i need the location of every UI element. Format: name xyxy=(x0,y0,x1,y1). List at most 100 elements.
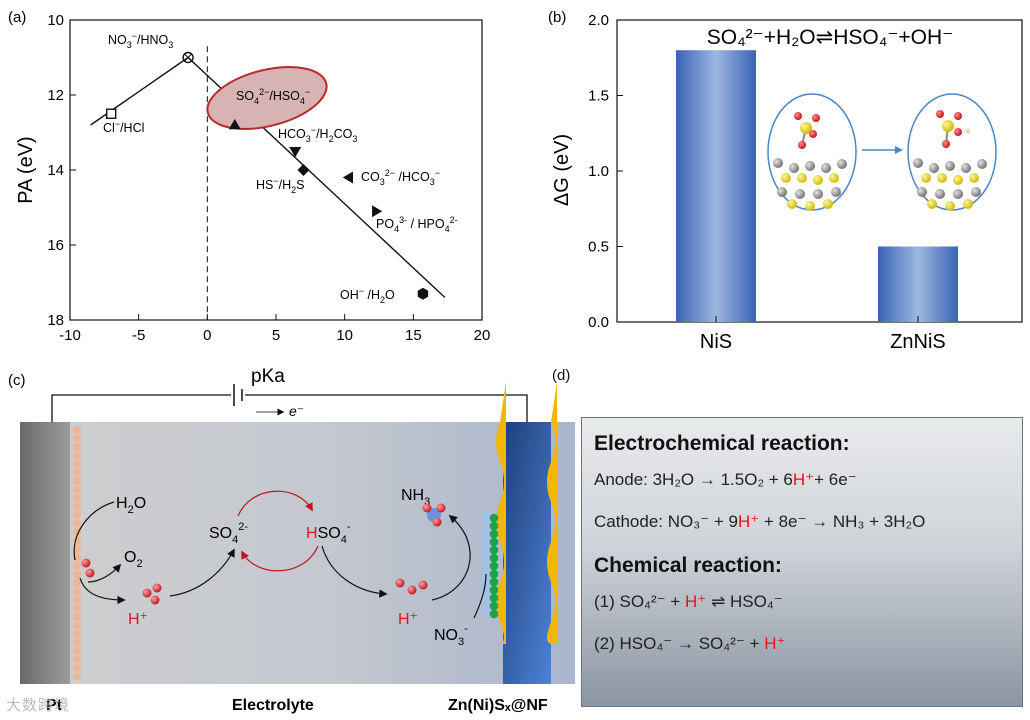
point-cl-hcl xyxy=(105,108,117,119)
catalyst-particle-green xyxy=(489,577,499,587)
catalyst-particle-blue xyxy=(482,542,490,550)
pt-bubble xyxy=(72,578,82,588)
arrow-so4-to-hso4 xyxy=(237,490,313,517)
arrow-hso4-to-hplus xyxy=(321,545,388,598)
pt-bubble xyxy=(72,434,82,443)
label-pt: Pt xyxy=(46,697,63,714)
pt-bubble xyxy=(72,612,82,622)
label-hco3: HCO3−/H2CO3 xyxy=(278,125,357,144)
catalyst-particle-green xyxy=(489,545,499,555)
fit-line xyxy=(90,56,189,126)
pt-bubble xyxy=(72,476,82,486)
catalyst-particle-green xyxy=(489,553,499,563)
watermark-text: 大数跨境 xyxy=(6,697,71,714)
label-so4: SO42−/HSO4− xyxy=(236,87,310,106)
pt-bubble xyxy=(72,510,82,520)
anode-equation: Anode: 3H₂O → 1.5O₂ + 6H⁺+ 6e⁻ xyxy=(594,470,1010,490)
species-hplus-right: H⁺ xyxy=(398,611,418,628)
species-hplus-left: H⁺ xyxy=(128,611,148,628)
cathode-equation: Cathode: NO₃⁻ + 9H⁺ + 8e⁻ → NH₃ + 3H₂O xyxy=(594,512,1010,532)
label-hs: HS−/H2S xyxy=(256,176,305,195)
x-tick-label-b: ZnNiS xyxy=(890,331,946,353)
catalyst-particle-green xyxy=(489,529,499,539)
cathode-text: Cathode: NO₃⁻ + 9 xyxy=(594,512,738,531)
y-tick-label-b: 0.5 xyxy=(588,239,609,256)
arrow-no3-in xyxy=(473,573,487,619)
anode-text: Anode: 3H₂O → 1.5O₂ + 6 xyxy=(594,470,793,489)
catalyst-particle-blue xyxy=(482,582,490,590)
catalyst-particle-green xyxy=(489,513,499,523)
catalyst-particle-green xyxy=(489,585,499,595)
circuit-wire xyxy=(51,394,231,422)
panel-b-chart: (b) 0.0 0.5 1.0 1.5 2.0 NiS ZnNiS SO₄²⁻+H₂O⇌H… xyxy=(548,9,1023,353)
reaction-2: (2) HSO₄⁻ → SO₄²⁻ + H⁺ xyxy=(594,634,1010,654)
arrow-to-o2 xyxy=(87,563,122,583)
gold-layer-left xyxy=(496,382,506,644)
reaction-1-product: ⇌ HSO₄⁻ xyxy=(706,592,783,611)
y-tick-label-b: 1.0 xyxy=(588,163,609,180)
y-tick-label-b: 2.0 xyxy=(588,12,609,29)
pt-bubble xyxy=(72,425,82,435)
y-axis-label-a: PA (eV) xyxy=(15,136,37,203)
catalyst-particle-green xyxy=(489,569,499,579)
x-tick-label-a: 5 xyxy=(272,327,280,344)
catalyst-particle-blue xyxy=(482,518,490,526)
pt-bubble xyxy=(72,604,82,613)
catalyst-particle-green xyxy=(489,593,499,603)
point-po43-hpo42- xyxy=(372,205,383,218)
pt-bubble xyxy=(72,663,82,673)
pt-bubble xyxy=(72,655,82,664)
x-tick-label-a: 20 xyxy=(474,327,491,344)
catalyst-particle-blue xyxy=(482,550,490,558)
catalyst-particle-green xyxy=(489,521,499,531)
catalyst-particle-blue xyxy=(482,598,490,606)
reaction-1-text: (1) SO₄²⁻ + xyxy=(594,592,686,611)
reaction-1: (1) SO₄²⁻ + H⁺ ⇌ HSO₄⁻ xyxy=(594,592,1010,612)
pt-bubble xyxy=(72,536,82,545)
catalyst-particle-blue xyxy=(482,510,490,518)
cathode-products: + 8e⁻ → NH₃ + 3H₂O xyxy=(759,512,926,531)
catalyst-particle-green xyxy=(489,561,499,571)
anode-electrons: + 6e⁻ xyxy=(814,470,857,489)
structure-inset-left xyxy=(767,93,857,211)
circuit-wire-right xyxy=(245,394,528,422)
label-cl: Cl−/HCl xyxy=(103,119,144,135)
label-no3: NO3−/HNO3 xyxy=(108,31,173,50)
electron-label: e⁻ xyxy=(289,403,304,419)
panel-c-diagram: (c) pKa e⁻ H2O O2 H⁺ SO42- HSO4- H⁺ NO3-… xyxy=(8,366,575,714)
point-no3-hno3 xyxy=(182,51,194,64)
pt-bubble xyxy=(72,672,82,681)
catalyst-particle-green xyxy=(489,537,499,547)
pt-bubble xyxy=(72,442,82,452)
pt-bubble xyxy=(72,519,82,528)
arrow-hso4-to-so4 xyxy=(241,545,319,572)
structure-inset-right xyxy=(907,93,997,211)
x-tick-label-a: -10 xyxy=(59,327,81,344)
point-oh-h2o xyxy=(417,287,429,300)
y-tick-label-a: 10 xyxy=(47,12,64,29)
pt-bubble xyxy=(72,621,82,630)
x-tick-label-a: 15 xyxy=(405,327,422,344)
pt-bubble xyxy=(72,587,82,596)
reaction-box: Electrochemical reaction: Anode: 3H₂O → … xyxy=(581,417,1023,707)
bar-nis xyxy=(676,50,756,322)
arrow-hplus-to-so4 xyxy=(169,548,235,597)
species-h2o: H2O xyxy=(116,495,146,516)
pt-bubble xyxy=(72,646,82,656)
catalyst-particle-blue xyxy=(482,534,490,542)
pt-bubble xyxy=(72,468,82,477)
panel-b-label: (b) xyxy=(548,9,566,26)
label-electrolyte: Electrolyte xyxy=(232,697,314,714)
label-oh: OH− /H2O xyxy=(340,286,395,305)
y-tick-label-b: 1.5 xyxy=(588,88,609,105)
y-tick-label-a: 18 xyxy=(47,312,64,329)
pt-bubble xyxy=(72,638,82,647)
point-so42-hso4- xyxy=(228,119,241,130)
pt-bubble xyxy=(72,502,82,511)
point-co32-hco3- xyxy=(342,171,353,184)
arrow-to-nh3 xyxy=(431,514,471,601)
electrochem-heading: Electrochemical reaction: xyxy=(594,432,850,455)
catalyst-particle-green xyxy=(489,609,499,619)
arrow-h2o-to-pt xyxy=(73,501,115,561)
reaction-1-hplus: H⁺ xyxy=(685,592,707,611)
